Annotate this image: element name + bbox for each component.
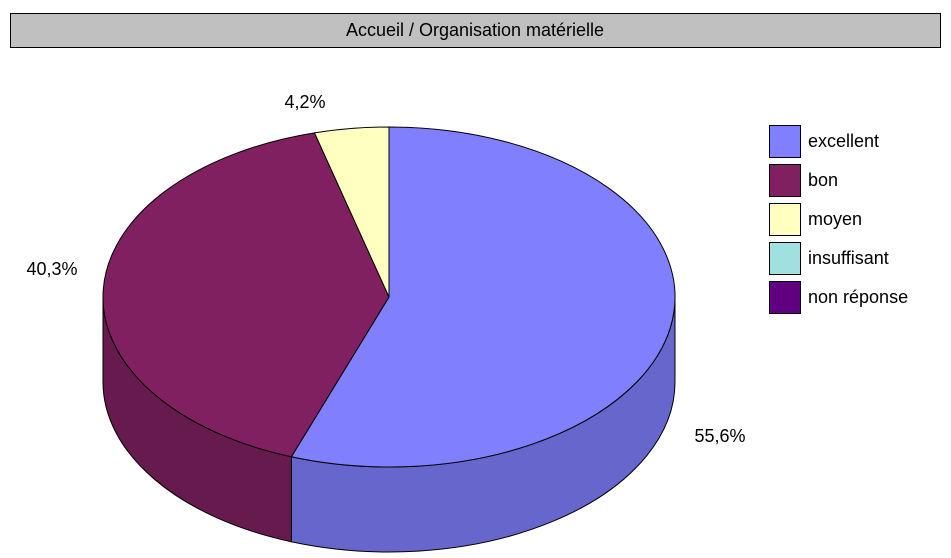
chart-title: Accueil / Organisation matérielle [346,20,604,40]
legend-swatch [769,242,801,275]
legend-label: insuffisant [808,248,889,268]
pie-slice [102,132,390,458]
legend-swatch [769,281,801,314]
legend-label: excellent [808,131,879,151]
legend-label: moyen [808,209,862,229]
legend-swatch [769,125,801,158]
pie-slice [290,126,676,468]
data-label: 4,2% [284,92,325,112]
data-label: 55,6% [694,426,745,446]
legend-swatch [769,203,801,236]
pie-slice [313,126,390,298]
title-bar [10,13,941,48]
data-label: 40,3% [26,259,77,279]
legend-swatch [769,164,801,197]
legend-label: bon [808,170,838,190]
legend-label: non réponse [808,287,908,307]
